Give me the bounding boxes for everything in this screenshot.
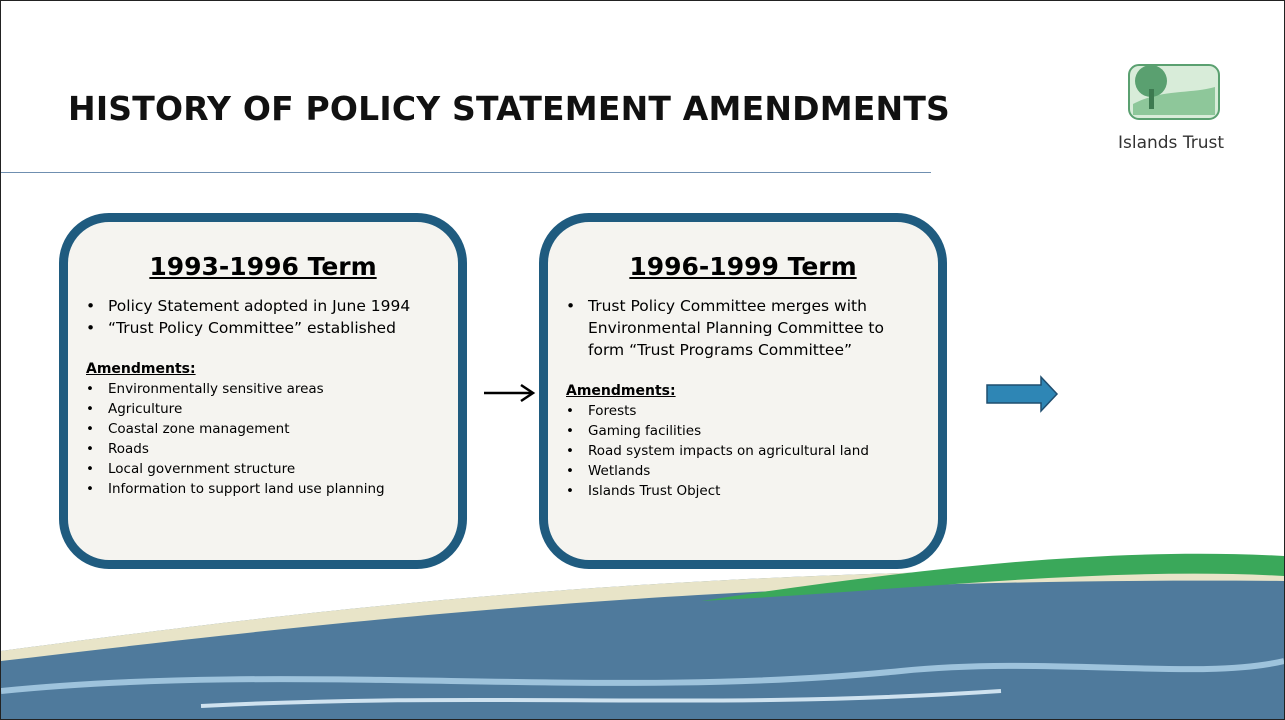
amendment: Wetlands bbox=[588, 461, 920, 481]
point: Trust Policy Committee merges with Envir… bbox=[588, 295, 920, 361]
amendment: Road system impacts on agricultural land bbox=[588, 441, 920, 461]
amendment: Forests bbox=[588, 401, 920, 421]
amendment: Roads bbox=[108, 439, 440, 459]
amendments-heading: Amendments: bbox=[566, 383, 920, 399]
title-rule bbox=[1, 172, 931, 173]
amendment: Islands Trust Object bbox=[588, 481, 920, 501]
amendment: Agriculture bbox=[108, 399, 440, 419]
title: HISTORY OF POLICY STATEMENT AMENDMENTS bbox=[68, 89, 950, 128]
amendment: Gaming facilities bbox=[588, 421, 920, 441]
amendments-heading: Amendments: bbox=[86, 361, 440, 377]
amendment: Information to support land use planning bbox=[108, 479, 440, 499]
logo: Islands Trust bbox=[1111, 59, 1231, 159]
logo-text: Islands Trust bbox=[1111, 133, 1231, 153]
point: “Trust Policy Committee” established bbox=[108, 317, 440, 339]
amendment: Environmentally sensitive areas bbox=[108, 379, 440, 399]
logo-image bbox=[1111, 59, 1231, 129]
amendment: Coastal zone management bbox=[108, 419, 440, 439]
amendment: Local government structure bbox=[108, 459, 440, 479]
term-box: 1993-1996 Term Policy Statement adopted i… bbox=[59, 213, 467, 569]
term-box: 1996-1999 Term Trust Policy Committee mer… bbox=[539, 213, 947, 569]
points: Trust Policy Committee merges with Envir… bbox=[566, 295, 920, 361]
point: Policy Statement adopted in June 1994 bbox=[108, 295, 440, 317]
slide: HISTORY OF POLICY STATEMENT AMENDMENTS I… bbox=[0, 0, 1285, 720]
term-title: 1993-1996 Term bbox=[86, 252, 440, 281]
term-title: 1996-1999 Term bbox=[566, 252, 920, 281]
points: Policy Statement adopted in June 1994“Tr… bbox=[86, 295, 440, 339]
amendments: Environmentally sensitive areasAgricultu… bbox=[86, 379, 440, 499]
amendments: ForestsGaming facilitiesRoad system impa… bbox=[566, 401, 920, 501]
